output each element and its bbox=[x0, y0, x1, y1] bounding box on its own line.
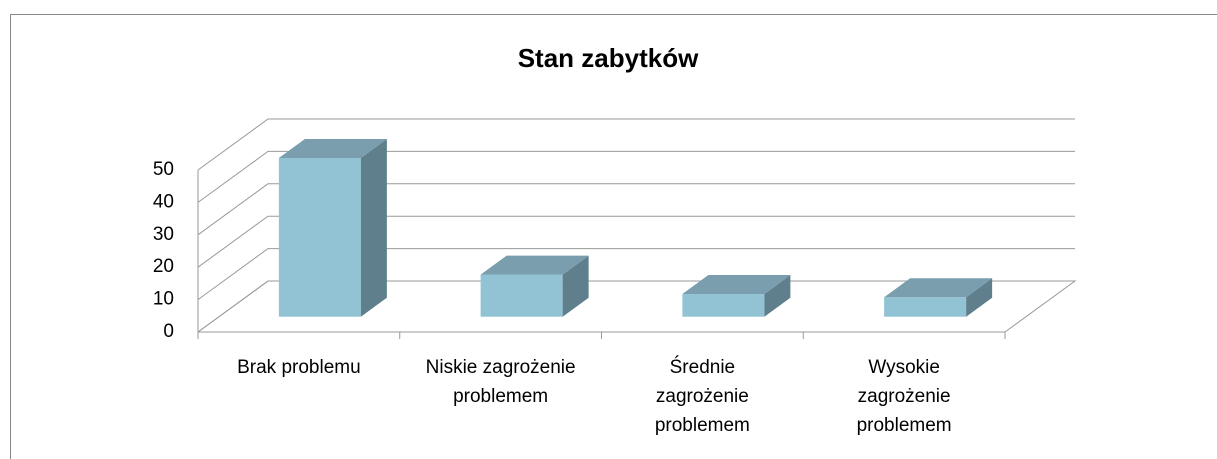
bar-top bbox=[480, 255, 589, 275]
x-tick-label: Średnie zagrożenie problemem bbox=[654, 357, 750, 436]
bar-top bbox=[682, 275, 791, 295]
y-tick-label: 10 bbox=[153, 289, 174, 310]
y-tick-label: 0 bbox=[163, 321, 174, 342]
x-tick-label: Brak problemu bbox=[237, 357, 361, 378]
y-tick-label: 30 bbox=[153, 224, 174, 245]
grid-line bbox=[197, 280, 1075, 333]
x-tick-label: Wysokie zagrożenie problemem bbox=[856, 357, 952, 436]
bar-front bbox=[884, 297, 967, 317]
grid-line bbox=[197, 150, 1075, 203]
grid-line bbox=[197, 215, 1075, 268]
grid-line bbox=[197, 118, 1075, 171]
chart-title: Stan zabytków bbox=[518, 43, 699, 73]
bar-front bbox=[480, 274, 563, 317]
y-tick-label: 20 bbox=[153, 256, 174, 277]
grid-line bbox=[197, 183, 1075, 236]
y-tick-label: 40 bbox=[153, 191, 174, 212]
bar-side bbox=[966, 278, 993, 317]
bar-top bbox=[278, 138, 387, 158]
grid-line bbox=[197, 248, 1075, 301]
bar-front bbox=[682, 294, 765, 317]
bar-side bbox=[764, 275, 791, 317]
chart-frame bbox=[10, 14, 1217, 459]
x-tick-label: Niskie zagrożenie problemem bbox=[425, 357, 576, 407]
bar-side bbox=[562, 255, 589, 317]
y-tick-label: 50 bbox=[153, 159, 174, 180]
bar-side bbox=[360, 138, 387, 317]
bar-front bbox=[278, 157, 361, 317]
bar-top bbox=[884, 278, 993, 298]
